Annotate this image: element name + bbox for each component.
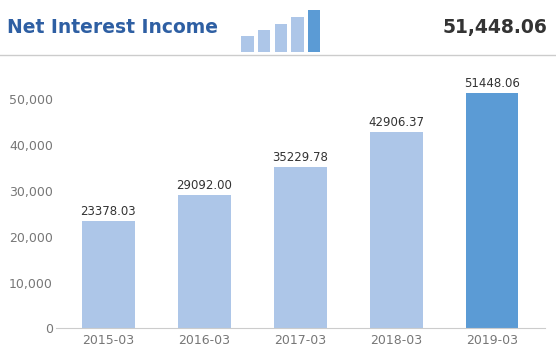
Text: 29092.00: 29092.00 [176, 179, 232, 192]
Bar [308, 10, 320, 52]
Bar [275, 24, 287, 52]
Bar [178, 195, 231, 328]
Text: Net Interest Income: Net Interest Income [7, 18, 217, 37]
Bar [370, 132, 423, 328]
Text: 42906.37: 42906.37 [368, 116, 424, 129]
Text: 51,448.06: 51,448.06 [443, 18, 548, 37]
Text: 35229.78: 35229.78 [272, 151, 328, 164]
Bar [258, 30, 270, 52]
Bar [274, 167, 326, 328]
Text: 23378.03: 23378.03 [81, 206, 136, 218]
Bar [241, 36, 254, 52]
Text: 51448.06: 51448.06 [464, 77, 520, 90]
Bar [291, 17, 304, 52]
Bar [82, 221, 135, 328]
Bar [466, 92, 519, 328]
